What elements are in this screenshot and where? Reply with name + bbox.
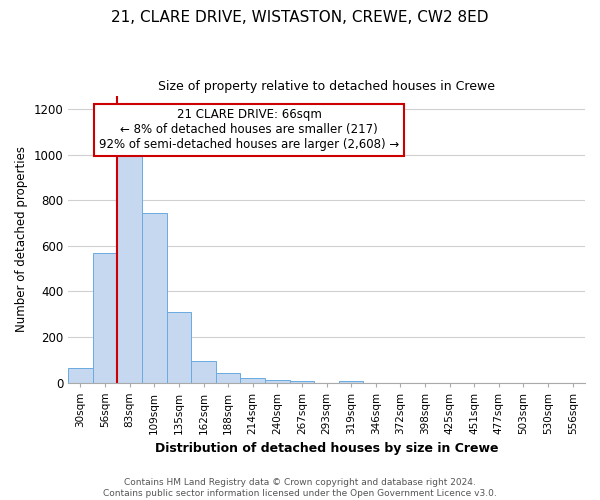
X-axis label: Distribution of detached houses by size in Crewe: Distribution of detached houses by size …: [155, 442, 499, 455]
Bar: [216, 374, 241, 382]
Text: 21 CLARE DRIVE: 66sqm
← 8% of detached houses are smaller (217)
92% of semi-deta: 21 CLARE DRIVE: 66sqm ← 8% of detached h…: [99, 108, 399, 152]
Bar: [241, 378, 265, 382]
Y-axis label: Number of detached properties: Number of detached properties: [15, 146, 28, 332]
Text: Contains HM Land Registry data © Crown copyright and database right 2024.
Contai: Contains HM Land Registry data © Crown c…: [103, 478, 497, 498]
Title: Size of property relative to detached houses in Crewe: Size of property relative to detached ho…: [158, 80, 495, 93]
Bar: [68, 368, 93, 382]
Bar: [142, 213, 167, 382]
Bar: [93, 252, 118, 382]
Bar: [167, 312, 191, 382]
Bar: [265, 380, 290, 382]
Text: 21, CLARE DRIVE, WISTASTON, CREWE, CW2 8ED: 21, CLARE DRIVE, WISTASTON, CREWE, CW2 8…: [111, 10, 489, 25]
Bar: [191, 361, 216, 382]
Bar: [118, 155, 142, 382]
